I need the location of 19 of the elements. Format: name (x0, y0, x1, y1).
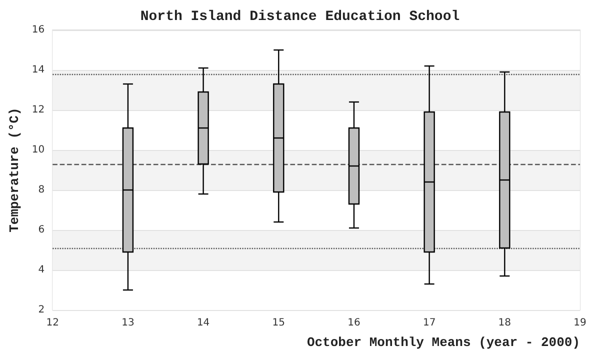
y-tick-label: 16 (32, 24, 45, 36)
x-tick-label: 18 (498, 318, 512, 328)
y-tick-label: 14 (32, 64, 45, 76)
y-tick-label: 8 (38, 184, 45, 196)
x-tick-label: 16 (348, 318, 360, 328)
x-tick-label: 13 (122, 318, 134, 328)
y-tick-label: 6 (38, 224, 45, 236)
x-tick-label: 15 (272, 318, 286, 328)
x-tick-label: 19 (574, 318, 586, 328)
y-tick-label: 4 (38, 264, 45, 276)
y-axis-title: Temperature (°C) (7, 108, 22, 232)
x-axis-title: October Monthly Means (year - 2000) (306, 335, 580, 350)
x-tick-label: 14 (196, 318, 210, 328)
x-tick-label: 12 (46, 318, 59, 328)
x-tick-label: 17 (422, 318, 436, 328)
y-tick-label: 2 (38, 304, 45, 316)
y-tick-label: 12 (32, 104, 45, 116)
y-tick-label: 10 (32, 144, 45, 156)
chart-title: North Island Distance Education School (140, 9, 460, 25)
